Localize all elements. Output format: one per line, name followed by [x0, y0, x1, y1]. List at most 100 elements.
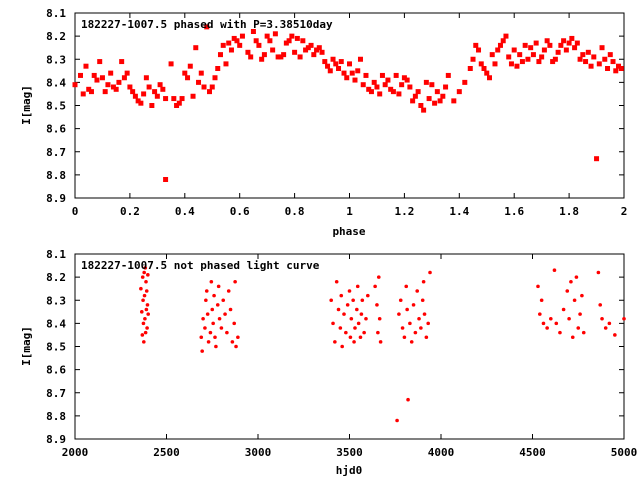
data-point — [607, 321, 612, 326]
data-point — [206, 340, 211, 344]
data-point — [443, 84, 449, 90]
data-point — [360, 82, 366, 88]
data-point — [347, 289, 352, 293]
data-point — [149, 103, 155, 108]
data-point — [94, 77, 100, 83]
data-point — [204, 298, 208, 303]
data-point — [208, 330, 213, 335]
data-point — [152, 89, 158, 95]
data-point — [303, 47, 309, 53]
data-point — [445, 72, 451, 78]
data-point — [567, 316, 571, 321]
data-point — [362, 330, 366, 335]
data-point — [146, 84, 152, 90]
data-point — [72, 82, 78, 88]
data-point — [127, 84, 133, 90]
data-point — [578, 312, 582, 316]
y-axis-label: I[mag] — [20, 85, 33, 125]
data-point — [561, 307, 566, 312]
data-point — [146, 312, 150, 316]
data-point — [143, 330, 148, 335]
data-point — [544, 38, 550, 44]
data-point — [399, 82, 405, 88]
data-point — [366, 293, 370, 298]
data-point — [338, 59, 344, 65]
data-point — [272, 31, 278, 37]
data-point — [142, 340, 146, 344]
data-point — [580, 293, 584, 298]
data-point — [415, 289, 420, 293]
data-point — [412, 93, 418, 99]
data-point — [124, 70, 130, 76]
data-point — [144, 279, 148, 284]
data-point — [377, 316, 382, 321]
data-point — [215, 66, 221, 71]
data-point — [410, 98, 416, 104]
data-point — [574, 275, 579, 279]
data-point — [393, 72, 399, 78]
data-point — [426, 321, 430, 326]
data-point — [330, 56, 336, 62]
data-point — [88, 89, 94, 95]
data-point — [204, 24, 210, 30]
data-point — [230, 340, 235, 344]
x-axis-label: hjd0 — [336, 464, 363, 477]
data-point — [341, 70, 347, 76]
data-point — [408, 321, 412, 326]
data-point — [182, 70, 188, 76]
data-point — [533, 40, 539, 46]
data-point — [196, 79, 202, 85]
y-tick-label: 8.8 — [46, 169, 66, 182]
data-point — [603, 326, 608, 330]
data-point — [231, 35, 237, 41]
data-point — [99, 75, 105, 81]
data-point — [406, 397, 410, 402]
data-point — [423, 79, 429, 85]
data-point — [371, 79, 377, 85]
data-point — [577, 56, 583, 62]
data-point — [583, 59, 589, 65]
data-points — [72, 24, 624, 182]
data-point — [355, 284, 360, 289]
data-point — [352, 77, 358, 83]
data-point — [561, 38, 567, 44]
data-point — [286, 38, 292, 44]
data-point — [552, 56, 558, 62]
data-point — [236, 335, 240, 340]
x-tick-label: 5000 — [611, 446, 638, 459]
data-point — [613, 333, 617, 337]
data-point — [366, 86, 372, 92]
data-point — [547, 42, 553, 48]
data-point — [221, 298, 226, 303]
data-point — [300, 38, 306, 44]
data-point — [305, 45, 311, 51]
data-point — [338, 326, 343, 330]
data-point — [144, 289, 149, 293]
data-point — [622, 316, 626, 321]
data-point — [340, 344, 344, 349]
data-point — [404, 77, 410, 83]
data-point — [311, 52, 317, 58]
x-axis-label: phase — [332, 225, 365, 238]
data-point — [489, 52, 495, 58]
x-tick-label: 4500 — [519, 446, 546, 459]
data-point — [102, 89, 108, 95]
data-point — [558, 330, 562, 335]
data-point — [420, 298, 425, 303]
data-point — [462, 79, 468, 85]
data-point — [185, 75, 191, 81]
data-point — [580, 52, 586, 58]
data-point — [121, 75, 127, 81]
data-point — [168, 61, 174, 67]
data-point — [418, 103, 424, 108]
data-point — [484, 70, 490, 76]
data-point — [130, 89, 136, 95]
data-point — [385, 77, 391, 83]
data-point — [545, 326, 549, 330]
data-point — [160, 86, 166, 92]
data-point — [261, 52, 267, 58]
data-point — [404, 284, 409, 289]
data-point — [397, 312, 401, 316]
ticks: 0 0.2 0.4 0.6 0.8 1 1.2 1.4 1.6 1.8 2 8.1 8.2 8.3 8.4 8… — [46, 7, 627, 218]
